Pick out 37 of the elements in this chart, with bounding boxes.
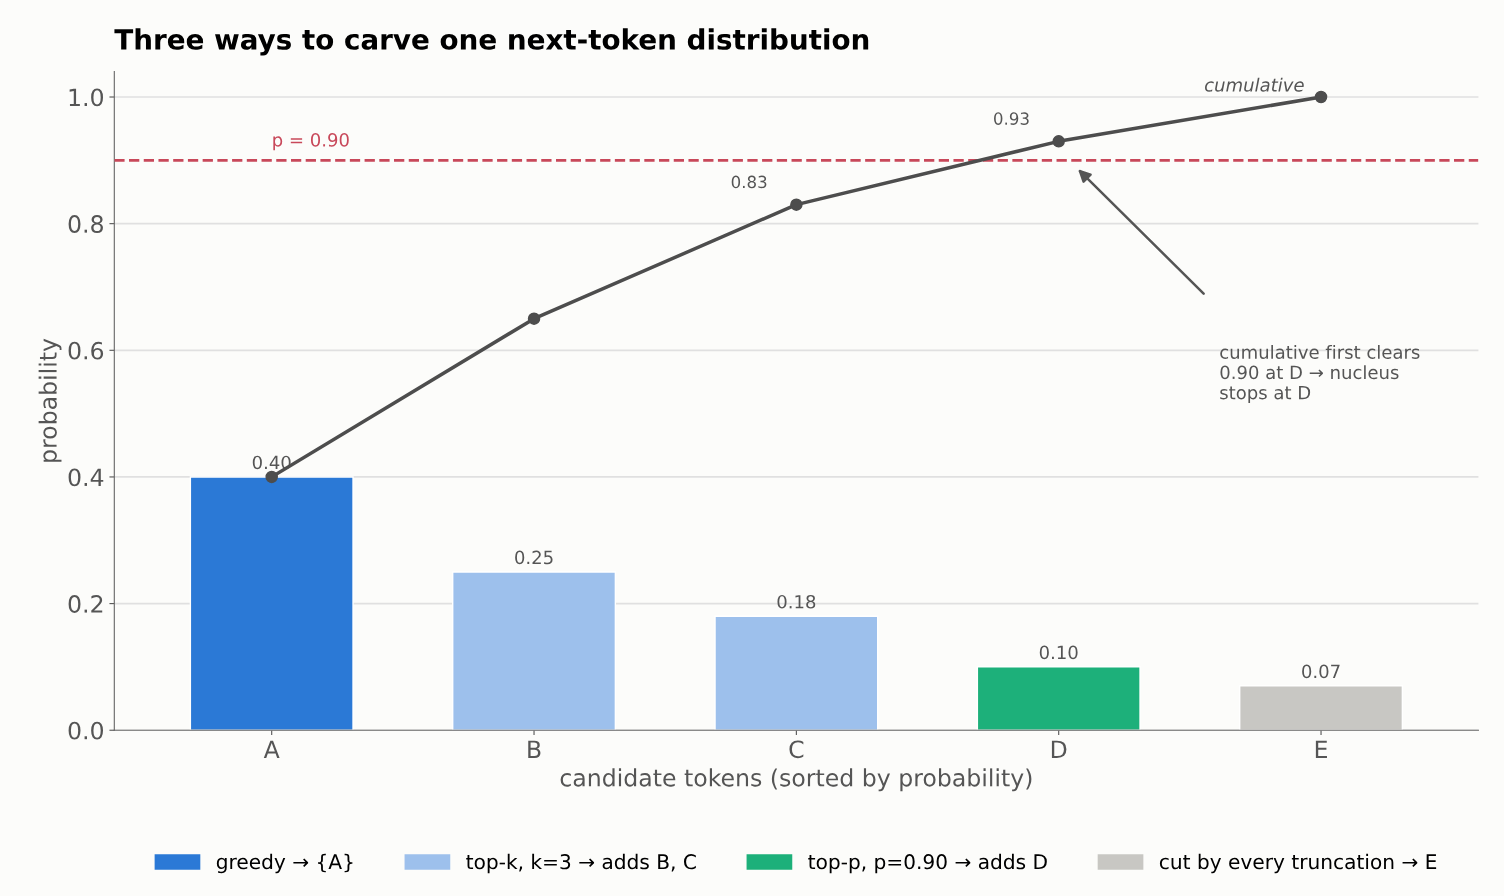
data-label: 0.07 [1302,664,1340,679]
bar [189,476,354,731]
point [265,470,278,484]
legend-label: greedy → {A} [216,853,353,874]
x-tick-label: E [1315,740,1327,758]
series-label: cumulative [1205,77,1304,92]
legend-label: top-p, p=0.90 → adds D [808,853,1047,874]
bar [976,666,1141,731]
y-tick-label: 0.4 [68,468,104,487]
data-label: 0.93 [994,112,1029,125]
data-label: 0.83 [731,175,767,189]
y-tick-label: 1.0 [69,88,104,107]
y-axis-title: probability [38,338,62,462]
chart-title: Three ways to carve one next-token distribution [114,28,869,56]
y-tick-label: 0.2 [68,595,103,613]
annotation: cumulative first clears 0.90 at D → nucleus stops at D [1220,344,1420,403]
x-tick-label: D [1051,740,1067,758]
point [1052,135,1065,148]
point [790,198,803,211]
data-label: 0.10 [1039,645,1078,660]
y-tick-label: 0.8 [68,215,103,233]
x-tick-label: A [263,740,280,758]
legend-label: cut by every truncation → E [1159,853,1437,874]
y-tick-label: 0.6 [68,341,104,360]
data-label: 0.25 [515,550,553,565]
ref-line-label: p = 0.90 [273,133,349,151]
x-axis-title: candidate tokens (sorted by probability) [560,768,1032,792]
legend-label: top-k, k=3 → adds B, C [466,853,696,874]
point [527,312,541,325]
bar [452,571,617,731]
y-tick-label: 0.0 [68,721,104,740]
x-tick-label: B [528,740,541,758]
x-tick-label: C [789,740,804,759]
bar [1239,685,1404,731]
bar [714,615,879,731]
point [1314,90,1328,104]
data-label: 0.18 [777,594,816,609]
